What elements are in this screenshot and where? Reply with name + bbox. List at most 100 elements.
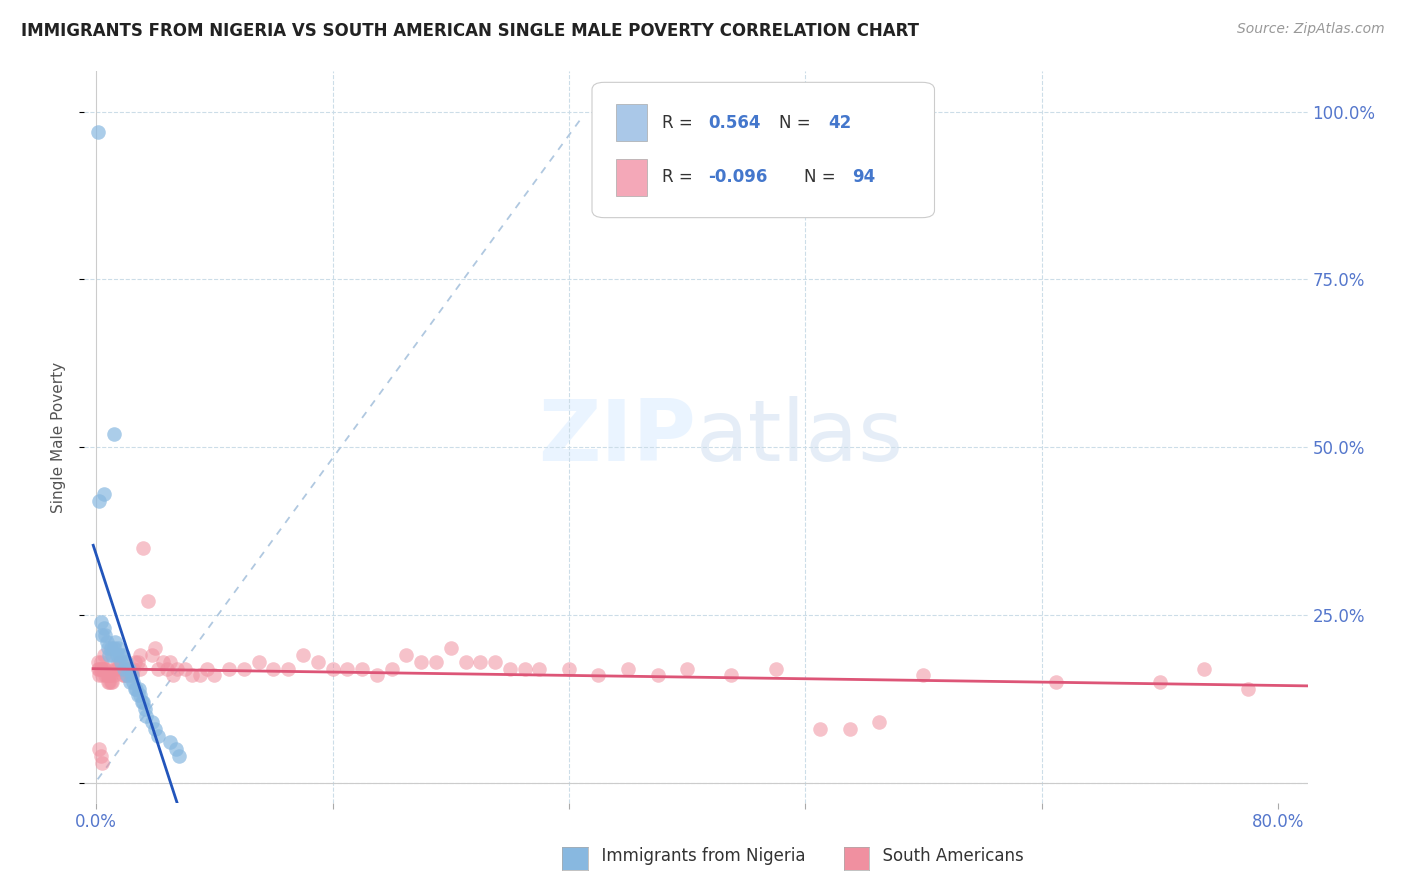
Point [912, 668, 935, 682]
Point [118, 662, 141, 676]
Point [115, 668, 138, 682]
Point [97, 641, 120, 656]
Point [181, 668, 204, 682]
Point [112, 662, 135, 676]
Point [232, 662, 254, 676]
Text: -0.096: -0.096 [709, 169, 768, 186]
Text: 94: 94 [852, 169, 876, 186]
Point [440, 641, 463, 656]
Point [127, 655, 149, 669]
Text: N =: N = [804, 169, 841, 186]
Text: South Americans: South Americans [872, 847, 1024, 865]
Point [100, 675, 122, 690]
Point [676, 662, 699, 676]
Point [120, 668, 142, 682]
Point [114, 655, 136, 669]
Point [838, 722, 860, 736]
Point [103, 641, 125, 656]
Text: Immigrants from Nigeria: Immigrants from Nigeria [591, 847, 806, 865]
Point [91, 668, 114, 682]
Point [425, 655, 447, 669]
Point [588, 668, 610, 682]
Point [156, 662, 179, 676]
Point [120, 675, 142, 690]
Point [148, 662, 170, 676]
Point [94, 628, 117, 642]
Point [100, 668, 122, 682]
Text: 42: 42 [828, 113, 851, 131]
Point [111, 668, 134, 682]
Point [97, 668, 120, 682]
Point [107, 655, 129, 669]
Text: IMMIGRANTS FROM NIGERIA VS SOUTH AMERICAN SINGLE MALE POVERTY CORRELATION CHART: IMMIGRANTS FROM NIGERIA VS SOUTH AMERICA… [21, 22, 920, 40]
Point [148, 729, 170, 743]
Point [1149, 675, 1171, 690]
Point [165, 742, 187, 756]
Point [218, 662, 240, 676]
Point [89, 493, 111, 508]
Point [94, 668, 117, 682]
Point [411, 655, 433, 669]
Point [121, 668, 143, 682]
Point [1192, 662, 1215, 676]
Text: atlas: atlas [696, 395, 904, 479]
Point [89, 668, 111, 682]
Point [105, 648, 128, 662]
Point [188, 668, 211, 682]
Point [336, 662, 359, 676]
Point [162, 668, 184, 682]
Point [277, 662, 299, 676]
Point [1237, 681, 1260, 696]
Point [104, 662, 127, 676]
FancyBboxPatch shape [592, 82, 935, 218]
Point [110, 655, 132, 669]
Point [112, 668, 135, 682]
Point [143, 641, 166, 656]
Point [128, 681, 150, 696]
Bar [616, 104, 647, 141]
Point [101, 648, 124, 662]
Point [131, 695, 153, 709]
Point [395, 648, 418, 662]
Point [115, 662, 138, 676]
Point [100, 641, 122, 656]
Point [107, 641, 129, 656]
Point [103, 668, 125, 682]
Point [195, 662, 218, 676]
Point [89, 742, 111, 756]
Point [91, 628, 114, 642]
Point [129, 648, 152, 662]
Point [86, 662, 108, 676]
Point [91, 756, 114, 770]
Point [93, 621, 115, 635]
Text: R =: R = [662, 169, 697, 186]
Point [129, 689, 152, 703]
Point [167, 748, 190, 763]
Text: Source: ZipAtlas.com: Source: ZipAtlas.com [1237, 22, 1385, 37]
Point [381, 662, 404, 676]
Point [134, 702, 156, 716]
Point [454, 655, 477, 669]
Point [166, 662, 188, 676]
Point [558, 662, 581, 676]
Point [90, 662, 112, 676]
Point [152, 655, 174, 669]
Point [121, 668, 143, 682]
Point [262, 662, 284, 676]
Point [96, 668, 118, 682]
Bar [616, 159, 647, 195]
Point [97, 675, 120, 690]
Point [90, 655, 112, 669]
Point [720, 668, 742, 682]
Point [93, 662, 115, 676]
Point [90, 615, 112, 629]
Y-axis label: Single Male Poverty: Single Male Poverty [51, 361, 66, 513]
Point [132, 695, 155, 709]
Point [484, 655, 506, 669]
Point [98, 668, 121, 682]
Point [499, 662, 522, 676]
Text: R =: R = [662, 113, 697, 131]
Point [765, 662, 787, 676]
Point [93, 648, 115, 662]
Point [143, 722, 166, 736]
